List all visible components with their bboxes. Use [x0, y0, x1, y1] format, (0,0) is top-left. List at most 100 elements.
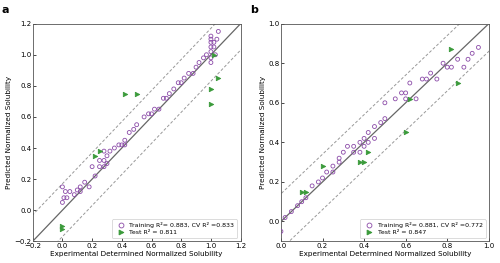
Point: [100, 149, 108, 153]
Y-axis label: Predicted Normalized Solubility: Predicted Normalized Solubility: [6, 76, 12, 189]
Point: [402, 130, 409, 135]
Point: [180, 76, 188, 80]
Point: [402, 91, 409, 95]
Point: [195, 60, 203, 65]
Point: [170, 87, 178, 91]
Point: [406, 97, 414, 101]
Point: [302, 196, 310, 200]
Point: [103, 161, 111, 166]
Point: [335, 160, 343, 164]
Point: [288, 210, 296, 214]
Point: [144, 112, 152, 116]
Point: [207, 87, 215, 91]
Point: [360, 160, 368, 164]
Point: [298, 190, 306, 194]
Point: [214, 29, 222, 33]
Point: [66, 189, 74, 194]
Point: [192, 65, 200, 69]
Point: [80, 180, 88, 184]
Point: [454, 81, 462, 85]
Point: [207, 49, 215, 54]
Point: [426, 71, 434, 75]
Point: [439, 61, 447, 65]
Point: [356, 160, 364, 164]
X-axis label: Experimental Determined Normalized Solubility: Experimental Determined Normalized Solub…: [298, 251, 471, 257]
Point: [76, 189, 84, 194]
Point: [448, 47, 456, 52]
Point: [106, 149, 114, 153]
Point: [281, 215, 289, 220]
Point: [329, 164, 337, 168]
Point: [115, 143, 123, 147]
Point: [392, 97, 400, 101]
Point: [96, 158, 104, 163]
Point: [96, 149, 104, 153]
Point: [294, 204, 302, 208]
Point: [100, 158, 108, 163]
Point: [58, 224, 66, 228]
Point: [184, 71, 192, 75]
Point: [58, 200, 66, 205]
Point: [360, 144, 368, 148]
Point: [140, 115, 148, 119]
Point: [356, 140, 364, 144]
Point: [174, 81, 182, 85]
Point: [356, 150, 364, 154]
Point: [376, 120, 384, 125]
Point: [100, 165, 108, 169]
Point: [207, 34, 215, 38]
Point: [58, 185, 66, 189]
Point: [422, 77, 430, 81]
Point: [88, 165, 96, 169]
Point: [207, 102, 215, 107]
Point: [91, 174, 99, 178]
Point: [166, 92, 173, 96]
Point: [148, 112, 156, 116]
Point: [318, 164, 326, 168]
Point: [350, 150, 358, 154]
Point: [370, 136, 378, 140]
Point: [464, 57, 472, 61]
Point: [474, 45, 482, 49]
Point: [96, 165, 104, 169]
Point: [155, 107, 163, 111]
Point: [70, 193, 78, 197]
Point: [207, 60, 215, 65]
Point: [398, 91, 406, 95]
Point: [213, 37, 221, 41]
Point: [443, 65, 451, 69]
Point: [132, 123, 140, 127]
Point: [110, 146, 118, 150]
Point: [460, 65, 468, 69]
Point: [381, 101, 389, 105]
Point: [314, 180, 322, 184]
Point: [160, 96, 168, 100]
Point: [177, 81, 185, 85]
Point: [200, 56, 207, 60]
Point: [214, 76, 222, 80]
Y-axis label: Predicted Normalized Solubility: Predicted Normalized Solubility: [260, 76, 266, 189]
Point: [207, 56, 215, 60]
Point: [364, 150, 372, 154]
Point: [210, 40, 218, 44]
Point: [118, 143, 126, 147]
Point: [132, 92, 140, 96]
Text: b: b: [250, 5, 258, 15]
Point: [60, 196, 68, 200]
Point: [406, 81, 414, 85]
Point: [202, 53, 210, 57]
Point: [468, 51, 476, 55]
Point: [340, 150, 347, 154]
Point: [162, 96, 170, 100]
Point: [121, 138, 129, 142]
Point: [130, 127, 138, 132]
Point: [58, 227, 66, 231]
Point: [433, 77, 441, 81]
Point: [207, 37, 215, 41]
Point: [74, 188, 82, 192]
Point: [210, 45, 218, 49]
Point: [418, 77, 426, 81]
Point: [210, 53, 218, 57]
Point: [76, 185, 84, 189]
Point: [412, 97, 420, 101]
